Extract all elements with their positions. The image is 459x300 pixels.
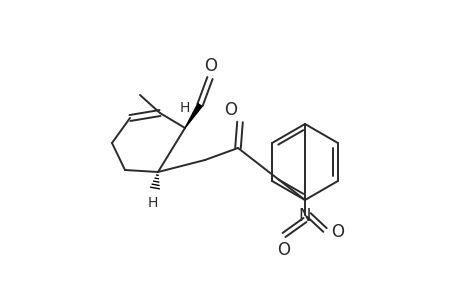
Text: N: N bbox=[298, 207, 311, 225]
Text: O: O bbox=[204, 57, 217, 75]
Text: H: H bbox=[147, 196, 158, 210]
Text: O: O bbox=[224, 101, 236, 119]
Polygon shape bbox=[185, 103, 202, 128]
Text: O: O bbox=[277, 241, 290, 259]
Text: O: O bbox=[330, 223, 343, 241]
Text: H: H bbox=[179, 101, 190, 115]
